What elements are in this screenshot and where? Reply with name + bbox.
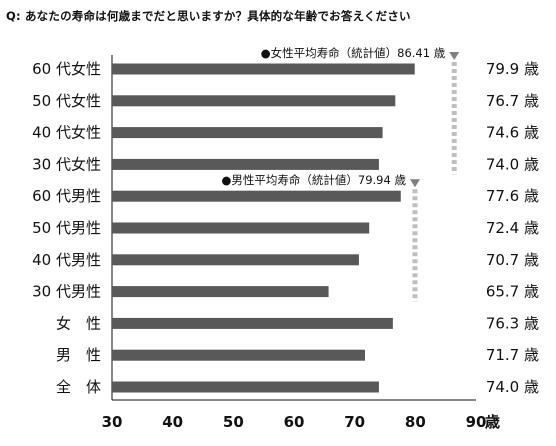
value-label: 65.7 歳 bbox=[486, 283, 539, 301]
reference-marker bbox=[449, 52, 460, 60]
category-label: 男 性 bbox=[56, 346, 101, 364]
value-label: 76.7 歳 bbox=[486, 92, 539, 110]
category-label: 60 代男性 bbox=[32, 187, 101, 205]
category-label: 30 代男性 bbox=[32, 283, 101, 301]
bar bbox=[112, 349, 365, 361]
x-tick-label: 40 bbox=[162, 413, 183, 431]
bar bbox=[112, 222, 370, 234]
reference-label: ●女性平均寿命（統計値）86.41 歳 bbox=[261, 46, 446, 60]
bar bbox=[112, 95, 396, 107]
value-label: 79.9 歳 bbox=[486, 60, 539, 78]
reference-marker bbox=[409, 179, 420, 188]
category-label: 60 代女性 bbox=[32, 60, 101, 78]
value-label: 74.0 歳 bbox=[486, 155, 539, 173]
bar bbox=[112, 254, 359, 266]
value-label: 70.7 歳 bbox=[486, 251, 539, 269]
x-tick-label: 60 bbox=[284, 413, 305, 431]
category-label: 40 代女性 bbox=[32, 124, 101, 142]
value-label: 71.7 歳 bbox=[486, 346, 539, 364]
x-tick-label: 30 bbox=[102, 413, 123, 431]
bar bbox=[112, 127, 383, 139]
category-label: 50 代男性 bbox=[32, 219, 101, 237]
bar bbox=[112, 286, 329, 298]
x-tick-label: 90 bbox=[466, 413, 487, 431]
value-label: 74.6 歳 bbox=[486, 124, 539, 142]
bar bbox=[112, 63, 415, 75]
x-tick-label: 50 bbox=[223, 413, 244, 431]
category-label: 30 代女性 bbox=[32, 155, 101, 173]
x-tick-label: 70 bbox=[344, 413, 365, 431]
value-label: 77.6 歳 bbox=[486, 187, 539, 205]
category-label: 40 代男性 bbox=[32, 251, 101, 269]
category-label: 50 代女性 bbox=[32, 92, 101, 110]
category-label: 女 性 bbox=[56, 314, 101, 332]
value-label: 72.4 歳 bbox=[486, 219, 539, 237]
x-axis-unit: 歳 bbox=[485, 413, 500, 431]
bar bbox=[112, 158, 379, 170]
x-tick-label: 80 bbox=[405, 413, 426, 431]
reference-label: ●男性平均寿命（統計値）79.94 歳 bbox=[221, 173, 406, 187]
bar bbox=[112, 381, 379, 393]
question-title: Q: あなたの寿命は何歳までだと思いますか？具体的な年齢でお答えください bbox=[6, 9, 411, 23]
value-label: 76.3 歳 bbox=[486, 314, 539, 332]
category-label: 全 体 bbox=[56, 378, 101, 396]
bar bbox=[112, 190, 401, 202]
bar bbox=[112, 317, 393, 329]
value-label: 74.0 歳 bbox=[486, 378, 539, 396]
